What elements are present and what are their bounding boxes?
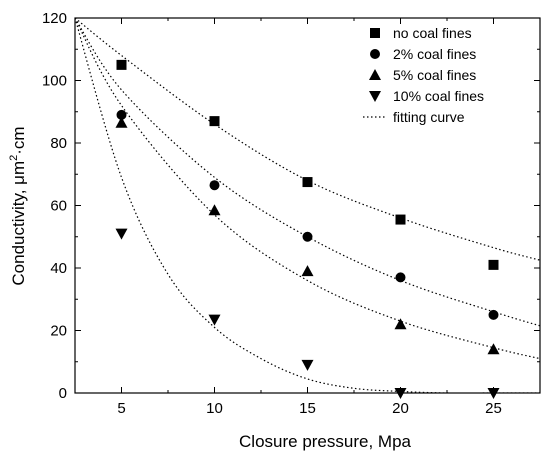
data-point-coal-fines-2pct [116,109,127,120]
legend-marker-coal-fines-10pct [369,91,381,102]
legend-label-fitting-curve: fitting curve [393,109,465,125]
legend-label-coal-fines-10pct: 10% coal fines [393,88,484,104]
fitting-curve-coal-fines-2pct [75,18,540,327]
legend-marker-coal-fines-5pct [369,69,381,80]
x-tick-label: 20 [392,400,409,417]
x-tick-label: 5 [117,400,125,417]
data-point-coal-fines-10pct [208,314,221,326]
x-axis-label: Closure pressure, Mpa [239,432,412,451]
y-tick-label: 80 [50,135,67,152]
y-tick-label: 60 [50,198,67,215]
legend-label-no-coal-fines: no coal fines [393,25,472,41]
y-axis-label: Conductivity, μm2·cm [8,126,28,285]
data-point-coal-fines-5pct [394,318,407,330]
y-tick-label: 0 [59,385,67,402]
data-point-coal-fines-10pct [115,228,128,240]
legend-marker-no-coal-fines [370,28,380,38]
data-point-coal-fines-2pct [488,309,499,320]
y-tick-label: 120 [42,10,67,27]
y-tick-label: 20 [50,323,67,340]
x-tick-label: 25 [485,400,502,417]
data-point-no-coal-fines [209,116,220,127]
data-point-coal-fines-2pct [395,272,406,283]
data-point-coal-fines-5pct [208,204,221,216]
legend-label-coal-fines-2pct: 2% coal fines [393,46,476,62]
y-tick-label: 100 [42,73,67,90]
data-point-coal-fines-10pct [487,388,500,399]
data-point-coal-fines-10pct [301,359,314,371]
legend-marker-coal-fines-2pct [370,49,380,59]
data-point-coal-fines-5pct [115,116,128,128]
data-point-coal-fines-5pct [487,343,500,355]
data-point-no-coal-fines [302,177,313,188]
data-point-coal-fines-10pct [394,388,407,399]
data-point-no-coal-fines [116,59,127,70]
data-point-coal-fines-2pct [302,231,313,242]
x-tick-label: 15 [299,400,316,417]
data-point-no-coal-fines [488,259,499,270]
data-point-coal-fines-5pct [301,265,314,277]
fitting-curve-coal-fines-5pct [75,18,540,360]
y-tick-label: 40 [50,260,67,277]
x-tick-label: 10 [206,400,223,417]
data-point-no-coal-fines [395,214,406,225]
data-point-coal-fines-2pct [209,180,220,191]
legend-label-coal-fines-5pct: 5% coal fines [393,67,476,83]
